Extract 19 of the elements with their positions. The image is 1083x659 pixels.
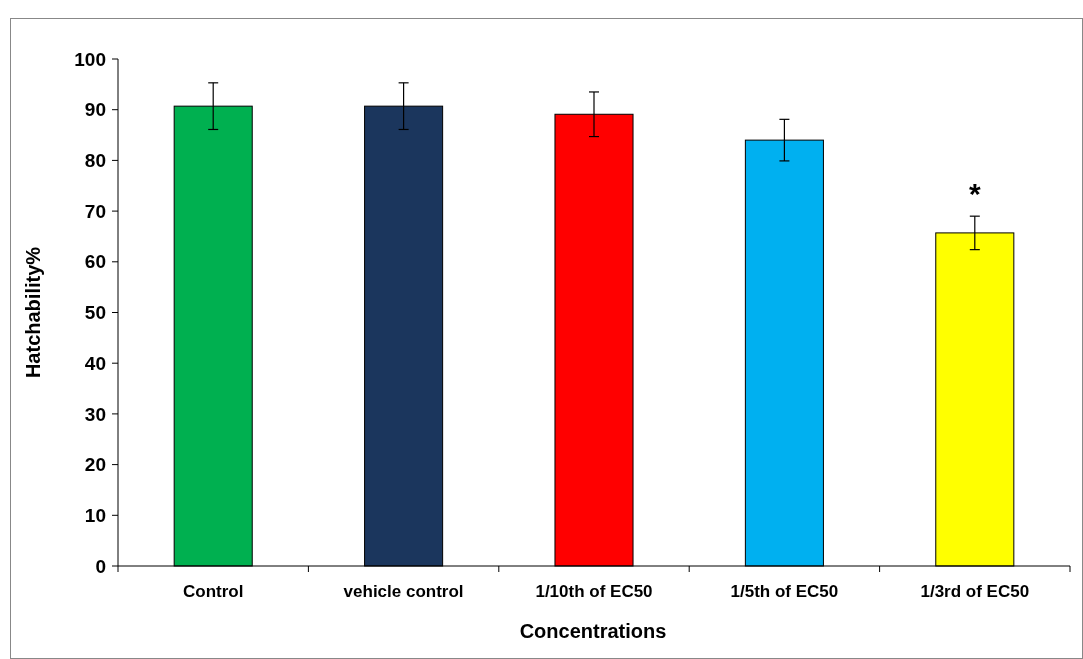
y-tick-label: 0 <box>95 555 106 577</box>
x-tick-label: 1/5th of EC50 <box>730 582 839 601</box>
y-tick-label: 10 <box>84 504 106 526</box>
y-axis-title: Hatchability% <box>22 246 44 379</box>
x-tick-label: 1/10th of EC50 <box>535 582 653 601</box>
annotation: * <box>968 177 981 211</box>
y-tick-label: 100 <box>74 48 106 70</box>
x-tick-label: 1/3rd of EC50 <box>920 582 1030 601</box>
y-tick-label: 30 <box>84 403 106 425</box>
y-tick-label: 20 <box>84 454 106 476</box>
y-tick-label: 70 <box>84 200 106 222</box>
x-tick-label: Control <box>182 582 244 601</box>
y-tick-label: 40 <box>84 352 106 374</box>
y-tick-label: 50 <box>84 302 106 324</box>
x-axis-title: Concentrations <box>519 620 667 642</box>
x-tick-label: vehicle control <box>343 582 464 601</box>
y-tick-label: 80 <box>84 150 106 172</box>
y-tick-label: 90 <box>84 99 106 121</box>
y-tick-label: 60 <box>84 251 106 273</box>
